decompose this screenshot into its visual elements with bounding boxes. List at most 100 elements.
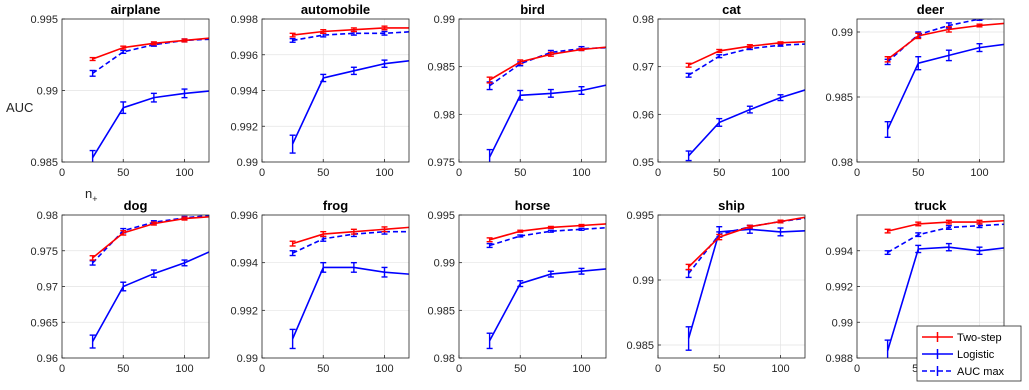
y-tick-label: 0.99 (37, 86, 58, 98)
panel-title: ship (718, 198, 745, 213)
x-tick-label: 0 (655, 167, 661, 179)
x-tick-label: 0 (456, 167, 462, 179)
x-tick-label: 100 (572, 167, 590, 179)
y-tick-label: 0.99 (434, 258, 455, 270)
x-tick-label: 0 (259, 363, 265, 375)
y-tick-label: 0.95 (633, 157, 654, 169)
x-tick-label: 50 (912, 167, 924, 179)
panel-dog: 0 50 100 0.96 0.965 0.97 0.975 0.98 dog (30, 198, 210, 375)
y-tick-label: 0.98 (37, 210, 58, 222)
y-tick-label: 0.98 (434, 353, 455, 365)
y-tick-label: 0.992 (230, 305, 258, 317)
legend-entry-auc-max: AUC max (922, 366, 1005, 378)
plot-area (658, 19, 805, 162)
y-tick-label: 0.985 (825, 92, 853, 104)
legend-label-logistic: Logistic (957, 349, 995, 361)
y-tick-label: 0.988 (825, 353, 853, 365)
y-tick-label: 0.994 (825, 246, 853, 258)
y-tick-label: 0.96 (633, 109, 654, 121)
x-tick-label: 50 (317, 363, 329, 375)
y-tick-label: 0.975 (30, 246, 58, 258)
x-tick-label: 100 (771, 363, 789, 375)
y-tick-label: 0.965 (30, 317, 58, 329)
panel-title: bird (520, 2, 545, 17)
panel-frog: 0 50 100 0.99 0.992 0.994 0.996 frog (230, 198, 410, 375)
y-tick-label: 0.99 (832, 27, 853, 39)
legend-entry-two-step: Two-step (922, 332, 1002, 344)
y-tick-label: 0.995 (30, 14, 58, 26)
x-tick-label: 0 (854, 167, 860, 179)
x-tick-label: 0 (456, 363, 462, 375)
x-tick-label: 0 (259, 167, 265, 179)
y-tick-label: 0.995 (626, 210, 654, 222)
axes-frame (458, 214, 607, 359)
y-tick-label: 0.99 (832, 317, 853, 329)
series-group (486, 223, 606, 350)
panel-title: automobile (301, 2, 370, 17)
axes-frame (458, 18, 607, 163)
x-tick-label: 50 (117, 167, 129, 179)
panel-airplane: 0 50 100 0.985 0.99 0.995 airplane (30, 2, 210, 179)
series-group (289, 25, 409, 154)
x-tick-label: 50 (514, 363, 526, 375)
panel-title: truck (915, 198, 948, 213)
panel-bird: 0 50 100 0.975 0.98 0.985 0.99 bird (427, 2, 607, 179)
x-tick-label: 0 (655, 363, 661, 375)
y-tick-label: 0.975 (427, 157, 455, 169)
y-tick-label: 0.985 (427, 305, 455, 317)
x-tick-label: 0 (854, 363, 860, 375)
y-tick-label: 0.98 (633, 14, 654, 26)
x-tick-label: 50 (713, 363, 725, 375)
panel-title: deer (917, 2, 944, 17)
x-axis-label: n+ (85, 186, 98, 204)
series-group (89, 215, 209, 349)
y-tick-label: 0.985 (427, 62, 455, 74)
series-group (685, 216, 805, 351)
x-axis-label-main: n (85, 186, 92, 201)
legend-label-auc-max: AUC max (957, 366, 1005, 378)
x-tick-label: 0 (59, 363, 65, 375)
y-tick-label: 0.99 (434, 14, 455, 26)
x-tick-label: 100 (375, 167, 393, 179)
panel-automobile: 0 50 100 0.99 0.992 0.994 0.996 0.998 automobile (230, 2, 410, 179)
y-tick-label: 0.996 (230, 210, 258, 222)
series-group (884, 19, 1004, 139)
y-tick-label: 0.992 (825, 282, 853, 294)
panel-deer: 0 50 100 0.98 0.985 0.99 deer (825, 2, 1005, 179)
x-tick-label: 0 (59, 167, 65, 179)
plot-area (857, 19, 1004, 162)
series-group (884, 219, 1004, 358)
y-tick-label: 0.996 (230, 50, 258, 62)
plot-area (459, 215, 606, 358)
y-tick-label: 0.99 (237, 157, 258, 169)
y-tick-label: 0.96 (37, 353, 58, 365)
x-tick-label: 50 (514, 167, 526, 179)
axes-frame (657, 18, 806, 163)
y-tick-label: 0.98 (434, 109, 455, 121)
series-group (89, 37, 209, 162)
y-tick-label: 0.992 (230, 121, 258, 133)
x-tick-label: 100 (970, 167, 988, 179)
x-tick-label: 50 (317, 167, 329, 179)
x-tick-label: 100 (175, 363, 193, 375)
x-axis-label-subscript: + (92, 194, 97, 204)
plot-area (262, 215, 409, 358)
panel-title: airplane (111, 2, 161, 17)
y-tick-label: 0.99 (237, 353, 258, 365)
panel-title: cat (722, 2, 741, 17)
x-tick-label: 50 (713, 167, 725, 179)
panel-horse: 0 50 100 0.98 0.985 0.99 0.995 horse (427, 198, 607, 375)
y-tick-label: 0.97 (37, 282, 58, 294)
panels: 0 50 100 0.985 0.99 0.995 airplane 0 50 100 0.99 0.… (30, 2, 1005, 375)
panel-title: horse (515, 198, 550, 213)
y-tick-label: 0.994 (230, 258, 258, 270)
legend: Two-step Logistic AUC max (916, 325, 1022, 382)
y-tick-label: 0.99 (633, 275, 654, 287)
x-tick-label: 100 (175, 167, 193, 179)
y-tick-label: 0.994 (230, 86, 258, 98)
panel-title: frog (323, 198, 348, 213)
axes-frame (856, 18, 1005, 163)
x-tick-label: 50 (117, 363, 129, 375)
legend-label-two-step: Two-step (957, 332, 1002, 344)
y-tick-label: 0.995 (427, 210, 455, 222)
